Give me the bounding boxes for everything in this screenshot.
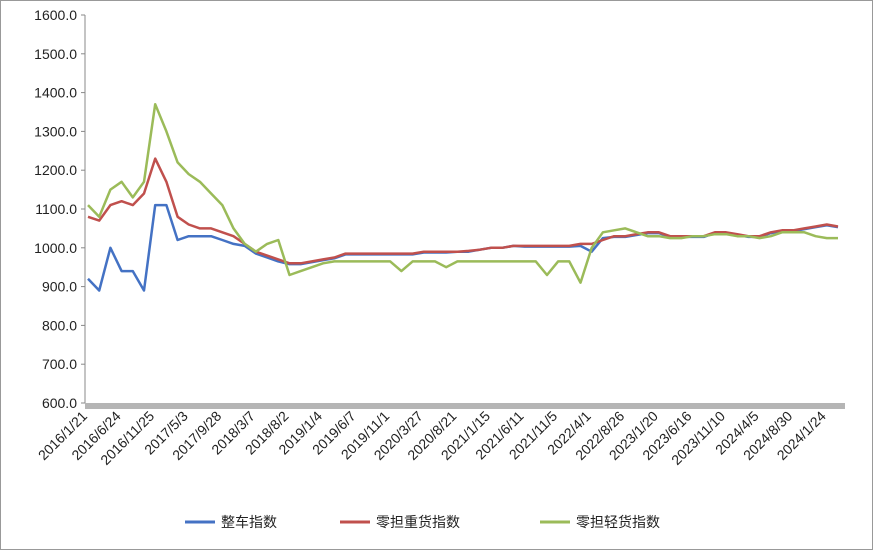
y-tick-label: 1000.0 <box>34 240 77 256</box>
y-tick-label: 1300.0 <box>34 123 77 139</box>
legend-label: 零担轻货指数 <box>576 514 660 530</box>
y-tick-label: 1600.0 <box>34 7 77 23</box>
y-tick-label: 800.0 <box>42 317 77 333</box>
legend-label: 零担重货指数 <box>376 514 460 530</box>
x-axis-band <box>85 403 845 409</box>
legend-label: 整车指数 <box>221 514 277 530</box>
series-line <box>87 102 838 284</box>
y-tick-label: 600.0 <box>42 395 77 411</box>
y-tick-label: 700.0 <box>42 356 77 372</box>
y-tick-label: 900.0 <box>42 279 77 295</box>
series-line <box>87 157 839 265</box>
y-tick-label: 1100.0 <box>35 201 77 217</box>
y-tick-label: 1400.0 <box>34 85 77 101</box>
y-tick-label: 1200.0 <box>34 162 77 178</box>
y-tick-label: 1500.0 <box>34 46 77 62</box>
